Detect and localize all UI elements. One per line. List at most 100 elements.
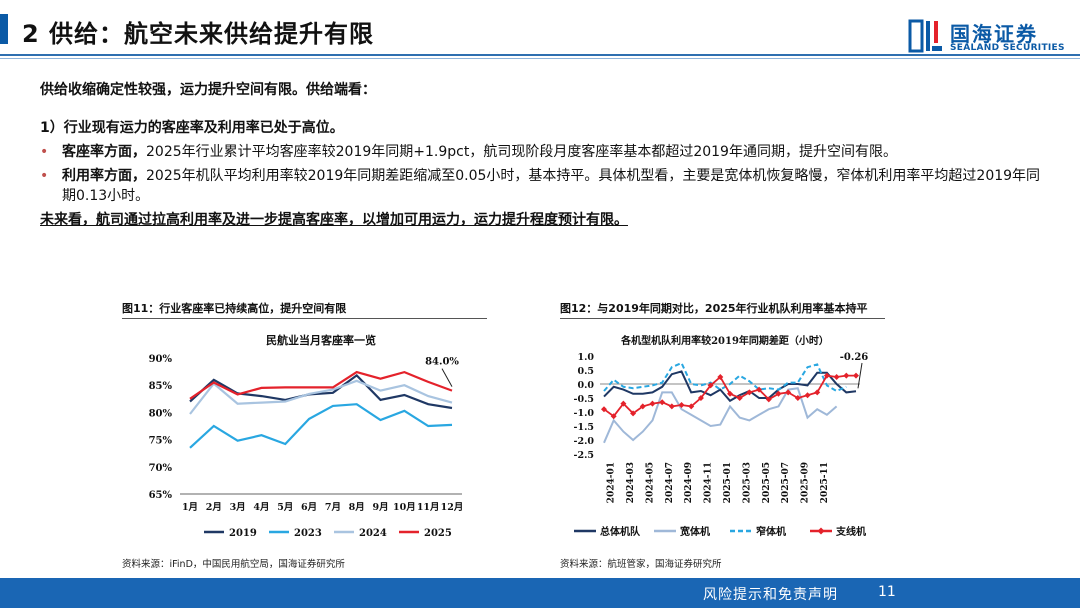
- series-line-总体机队: [603, 370, 857, 403]
- y-tick-label: 80%: [149, 408, 173, 419]
- x-tick-label: 2025-01: [723, 462, 733, 503]
- series-line-2024: [189, 379, 453, 415]
- series-marker-支线机: [678, 402, 685, 408]
- bullet-label: 利用率方面，: [62, 168, 146, 184]
- x-tick-label: 11月: [417, 502, 440, 513]
- x-tick-label: 2024-09: [684, 462, 694, 503]
- series-marker-支线机: [668, 403, 675, 410]
- title-divider-thin: [0, 58, 1080, 59]
- series-marker-支线机: [736, 395, 743, 401]
- body-text: 供给收缩确定性较强，运力提升空间有限。供给端看： 1）行业现有运力的客座率及利用…: [40, 80, 1050, 230]
- series-marker-支线机: [765, 396, 772, 403]
- x-tick-label: 10月: [393, 502, 416, 513]
- figure-11-title: 图11：行业客座率已持续高位，提升空间有限: [122, 302, 347, 315]
- series-marker-支线机: [853, 372, 859, 379]
- series-line-宽体机: [603, 387, 838, 444]
- series-marker-支线机: [697, 395, 704, 401]
- annotation-leader: [441, 368, 453, 387]
- legend-marker-支线机: [817, 527, 825, 535]
- x-tick-label: 3月: [230, 502, 246, 513]
- series-marker-支线机: [785, 389, 792, 396]
- x-tick-label: 2024-11: [704, 462, 714, 503]
- page-number: 11: [878, 584, 896, 600]
- bullet-dot-icon: •: [40, 144, 49, 160]
- annotation-label: 84.0%: [425, 357, 459, 368]
- bullet-utilization: • 利用率方面，2025年机队平均利用率较2019年同期差距缩减至0.05小时，…: [40, 166, 1050, 206]
- figure-12-rule: [560, 318, 885, 319]
- x-tick-label: 2025-09: [801, 462, 811, 503]
- company-logo: 国海证券 SEALAND SECURITIES: [908, 18, 1068, 58]
- y-tick-label: 0.5: [577, 366, 594, 377]
- series-line-2023: [189, 403, 453, 449]
- legend-label-支线机: 支线机: [835, 525, 866, 538]
- y-tick-label: 90%: [149, 354, 173, 365]
- series-marker-支线机: [639, 403, 646, 410]
- x-tick-label: 2025-07: [781, 462, 791, 503]
- legend-label-窄体机: 窄体机: [756, 525, 786, 538]
- series-marker-支线机: [601, 406, 607, 413]
- x-tick-label: 9月: [372, 502, 388, 513]
- series-line-2019: [189, 373, 453, 410]
- bullet-dot-icon: •: [40, 168, 49, 184]
- y-tick-label: -1.0: [574, 408, 595, 419]
- y-tick-label: -2.0: [574, 436, 595, 447]
- x-tick-label: 2月: [206, 502, 222, 513]
- legend-label-2019: 2019: [229, 528, 257, 539]
- series-marker-支线机: [688, 403, 695, 410]
- logo-english-name: SEALAND SECURITIES: [950, 43, 1065, 53]
- figure-11-source: 资料来源：iFinD，中国民用航空局，国海证券研究所: [122, 559, 345, 570]
- load-factor-chart: 民航业当月客座率一览 90% 85% 80% 75% 70% 65% 1月 2月 3月 4月 5月 6月…: [149, 333, 464, 539]
- title-divider: [0, 54, 1080, 56]
- y-tick-label: 0.0: [577, 380, 594, 391]
- series-marker-支线机: [746, 389, 753, 396]
- legend-label-2023: 2023: [294, 528, 322, 539]
- series-marker-支线机: [833, 374, 840, 380]
- y-tick-label: 85%: [149, 381, 173, 392]
- title-accent-bar: [0, 14, 8, 44]
- legend-label-2025: 2025: [424, 528, 452, 539]
- series-marker-支线机: [717, 374, 724, 380]
- x-tick-label: 1月: [182, 502, 198, 513]
- logo-mark-icon: [908, 19, 942, 53]
- title-bar: 2 供给：航空未来供给提升有限: [0, 0, 1080, 62]
- x-tick-label: 2025-11: [820, 462, 830, 503]
- series-marker-支线机: [756, 386, 763, 393]
- x-tick-label: 4月: [253, 502, 269, 513]
- y-tick-label: -2.5: [574, 450, 594, 461]
- bullet-text: 2025年机队平均利用率较2019年同期差距缩减至0.05小时，基本持平。具体机…: [62, 168, 1041, 204]
- x-tick-label: 2024-05: [645, 462, 655, 503]
- x-tick-label: 12月: [441, 502, 464, 513]
- x-tick-label: 2025-05: [762, 462, 772, 503]
- series-marker-支线机: [649, 400, 656, 407]
- x-tick-label: 5月: [277, 502, 293, 513]
- y-tick-label: 1.0: [577, 352, 594, 363]
- utilization-chart: 各机型机队利用率较2019年同期差距（小时） 1.0 0.5 0.0 -0.5 -1.0 -…: [574, 334, 869, 538]
- x-tick-label: 2024-07: [665, 462, 675, 503]
- series-marker-支线机: [630, 410, 637, 417]
- logo-chinese-name: 国海证券: [950, 22, 1038, 46]
- legend-label-2024: 2024: [359, 528, 387, 539]
- x-tick-label: 2024-01: [607, 462, 617, 503]
- series-marker-支线机: [823, 372, 830, 379]
- bullet-text: 2025年行业累计平均客座率较2019年同期+1.9pct，航司现阶段月度客座率…: [146, 144, 897, 160]
- disclaimer-link[interactable]: 风险提示和免责声明: [703, 587, 838, 603]
- series-marker-支线机: [707, 382, 714, 389]
- series-marker-支线机: [659, 399, 666, 406]
- series-marker-支线机: [727, 390, 733, 397]
- series-marker-支线机: [775, 390, 782, 397]
- x-tick-label: 2025-03: [742, 462, 752, 503]
- series-marker-支线机: [814, 389, 821, 396]
- y-tick-label: 75%: [149, 436, 173, 447]
- page-title: 2 供给：航空未来供给提升有限: [22, 20, 375, 48]
- y-tick-label: 65%: [149, 490, 173, 501]
- chart-title: 各机型机队利用率较2019年同期差距（小时）: [620, 334, 829, 347]
- annotation-leader: [857, 362, 863, 389]
- summary-line: 未来看，航司通过拉高利用率及进一步提高客座率，以增加可用运力，运力提升程度预计有…: [40, 212, 628, 228]
- y-tick-label: -0.5: [574, 394, 594, 405]
- point-1: 1）行业现有运力的客座率及利用率已处于高位。: [40, 120, 344, 136]
- figure-12-title: 图12：与2019年同期对比，2025年行业机队利用率基本持平: [560, 302, 868, 315]
- series-marker-支线机: [610, 413, 617, 420]
- y-tick-label: -1.5: [574, 422, 594, 433]
- figure-11-rule: [122, 318, 487, 319]
- series-marker-支线机: [620, 400, 627, 407]
